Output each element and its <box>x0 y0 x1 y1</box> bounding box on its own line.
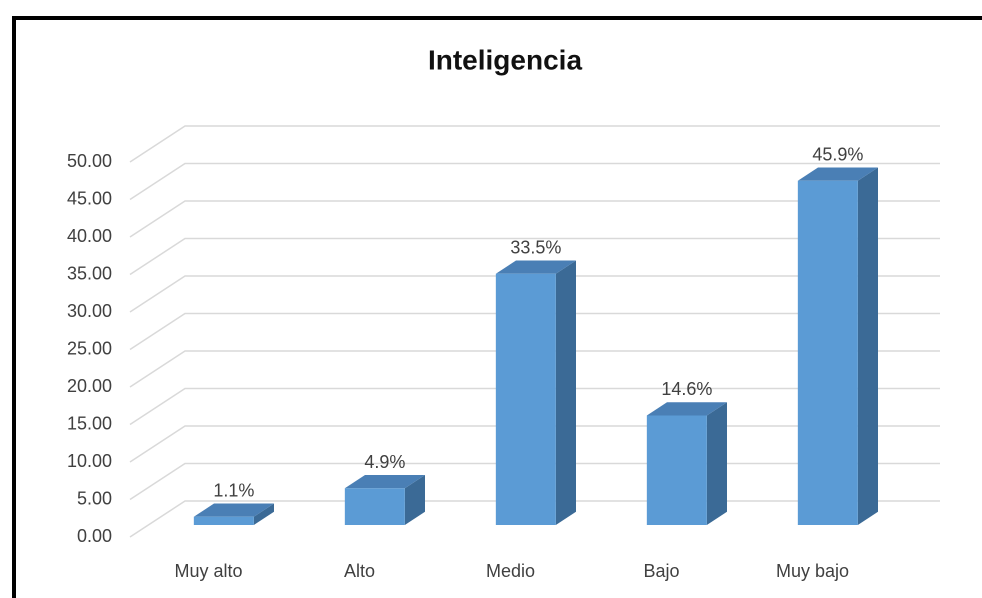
data-label: 33.5% <box>510 237 561 257</box>
bar-top <box>193 503 274 517</box>
bar-top <box>797 167 878 181</box>
y-tick-label: 30.00 <box>67 301 112 321</box>
bar-top <box>344 475 425 489</box>
y-tick-label: 0.00 <box>77 526 112 546</box>
bar <box>797 180 858 525</box>
grid-line <box>129 200 940 238</box>
grid-line <box>129 387 940 426</box>
x-tick-label: Muy bajo <box>776 561 849 581</box>
y-tick-label: 5.00 <box>77 488 112 508</box>
grid <box>129 125 940 538</box>
bar-side <box>857 167 878 526</box>
grid-line <box>129 237 940 276</box>
bar <box>344 488 405 525</box>
y-tick-label: 10.00 <box>67 451 112 471</box>
bar-top <box>495 260 576 274</box>
grid-line <box>129 275 940 313</box>
y-tick-label: 20.00 <box>67 376 112 396</box>
x-tick-label: Muy alto <box>174 561 242 581</box>
x-tick-label: Medio <box>486 561 535 581</box>
bar <box>646 415 707 525</box>
y-tick-label: 25.00 <box>67 338 112 358</box>
data-label: 45.9% <box>812 144 863 164</box>
bar-side <box>404 475 425 525</box>
bar <box>495 273 556 525</box>
grid-line <box>129 162 940 201</box>
bars <box>193 167 878 526</box>
y-tick-label: 35.00 <box>67 263 112 283</box>
grid-line <box>129 350 940 388</box>
x-tick-label: Bajo <box>643 561 679 581</box>
bar-side <box>253 503 274 525</box>
data-label: 4.9% <box>364 452 405 472</box>
y-tick-label: 15.00 <box>67 413 112 433</box>
data-label: 14.6% <box>661 379 712 399</box>
grid-line <box>129 312 940 351</box>
chart-title: Inteligencia <box>428 44 582 75</box>
bar-side <box>706 402 727 525</box>
bar-top <box>646 402 727 416</box>
y-tick-label: 45.00 <box>67 188 112 208</box>
y-tick-label: 40.00 <box>67 226 112 246</box>
y-tick-label: 50.00 <box>67 151 112 171</box>
x-tick-label: Alto <box>344 561 375 581</box>
bar-side <box>555 260 576 525</box>
grid-line <box>129 125 940 163</box>
bar <box>193 516 254 525</box>
data-label: 1.1% <box>213 480 254 500</box>
